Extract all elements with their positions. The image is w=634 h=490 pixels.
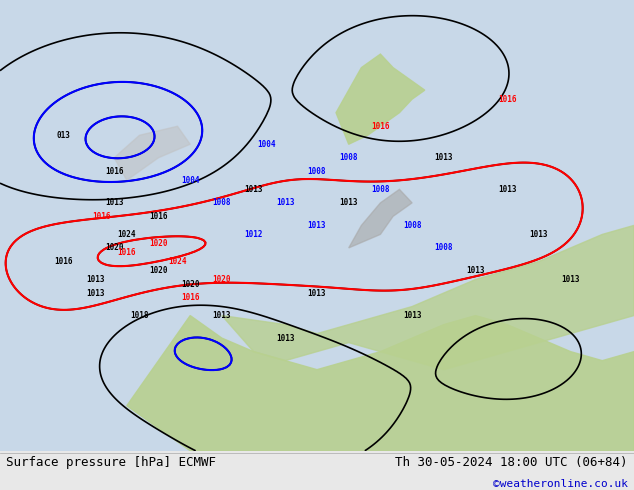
- Text: 1013: 1013: [529, 230, 548, 239]
- Text: 1024: 1024: [168, 257, 187, 266]
- Text: 1013: 1013: [86, 289, 105, 297]
- Text: 1013: 1013: [105, 198, 124, 207]
- Text: 1008: 1008: [403, 221, 422, 230]
- Text: 1013: 1013: [212, 311, 231, 320]
- Text: 1016: 1016: [117, 248, 136, 257]
- Polygon shape: [114, 126, 190, 180]
- Text: 1020: 1020: [212, 275, 231, 284]
- Text: ©weatheronline.co.uk: ©weatheronline.co.uk: [493, 479, 628, 489]
- Polygon shape: [349, 189, 412, 248]
- Text: 1013: 1013: [307, 221, 327, 230]
- Text: 1016: 1016: [181, 293, 200, 302]
- Text: 1016: 1016: [54, 257, 73, 266]
- Text: 1013: 1013: [466, 266, 485, 275]
- Text: 1013: 1013: [498, 185, 517, 194]
- Text: 1008: 1008: [339, 153, 358, 162]
- Text: 1016: 1016: [105, 167, 124, 176]
- Text: 1018: 1018: [130, 311, 149, 320]
- Text: 1024: 1024: [117, 230, 136, 239]
- Text: 1020: 1020: [181, 279, 200, 289]
- Text: 1013: 1013: [307, 289, 327, 297]
- Text: 1013: 1013: [403, 311, 422, 320]
- Text: 1016: 1016: [498, 95, 517, 104]
- Polygon shape: [222, 225, 634, 369]
- Text: 1004: 1004: [181, 176, 200, 185]
- Text: 1020: 1020: [149, 266, 168, 275]
- Text: 1012: 1012: [244, 230, 263, 239]
- Polygon shape: [127, 316, 634, 451]
- Text: 1016: 1016: [149, 212, 168, 221]
- Text: 1013: 1013: [561, 275, 580, 284]
- Text: 1013: 1013: [276, 334, 295, 343]
- Text: 1013: 1013: [244, 185, 263, 194]
- Text: 1008: 1008: [434, 244, 453, 252]
- Text: 1008: 1008: [307, 167, 327, 176]
- Text: 1008: 1008: [371, 185, 390, 194]
- Text: 1013: 1013: [339, 198, 358, 207]
- Text: Surface pressure [hPa] ECMWF: Surface pressure [hPa] ECMWF: [6, 456, 216, 469]
- Text: 1013: 1013: [276, 198, 295, 207]
- Text: 1008: 1008: [212, 198, 231, 207]
- Text: 1020: 1020: [149, 239, 168, 248]
- Text: 1013: 1013: [434, 153, 453, 162]
- Text: 1013: 1013: [86, 275, 105, 284]
- Text: 1016: 1016: [371, 122, 390, 131]
- Polygon shape: [336, 54, 425, 144]
- Text: 1016: 1016: [92, 212, 111, 221]
- Text: 1020: 1020: [105, 244, 124, 252]
- Text: 1004: 1004: [257, 140, 276, 149]
- Text: 013: 013: [56, 131, 70, 140]
- Text: Th 30-05-2024 18:00 UTC (06+84): Th 30-05-2024 18:00 UTC (06+84): [395, 456, 628, 469]
